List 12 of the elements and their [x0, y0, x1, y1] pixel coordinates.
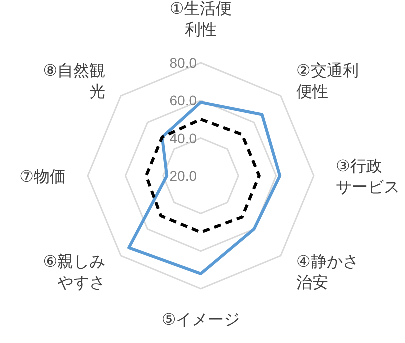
spoke-label: ①生活便利性	[170, 0, 232, 39]
spoke-label: ⑧自然観光	[43, 61, 106, 102]
y-tick-label: 40.0	[170, 130, 198, 146]
spoke-label: ③行政サービス	[336, 156, 400, 196]
spoke-label: ⑥親しみやすさ	[43, 252, 106, 292]
y-tick-label: 20.0	[170, 168, 198, 184]
y-tick-label: 60.0	[170, 92, 198, 109]
spoke-label: ②交通利便性	[296, 61, 359, 102]
spoke-label: ⑦物価	[20, 167, 66, 186]
spoke-label: ④静かさ治安	[296, 252, 359, 292]
y-tick-label: 80.0	[170, 55, 198, 71]
spoke-label: ⑤イメージ	[162, 310, 240, 329]
